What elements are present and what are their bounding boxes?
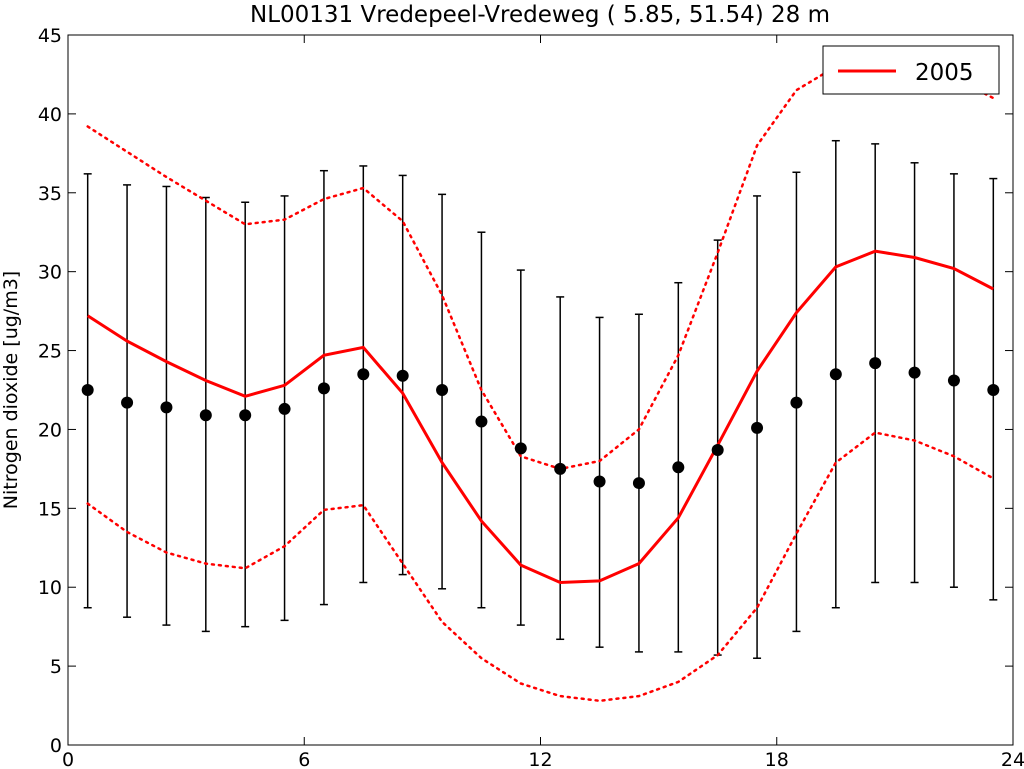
mean-point [199, 409, 212, 422]
mean-point [514, 442, 527, 455]
y-tick-label: 30 [38, 262, 62, 284]
x-tick-label: 0 [62, 749, 74, 769]
y-tick-label: 15 [38, 498, 62, 520]
upper-bound-dotted-line [86, 54, 995, 471]
plot-area-frame [67, 34, 1014, 746]
x-tick-label: 24 [1001, 749, 1024, 769]
mean-point [278, 402, 291, 415]
mean-point [947, 374, 960, 387]
mean-point [357, 368, 370, 381]
y-tick-label: 35 [38, 183, 62, 205]
y-tick-label: 25 [38, 341, 62, 363]
mean-point [632, 477, 645, 490]
chart-title: NL00131 Vredepeel-Vredeweg ( 5.85, 51.54… [250, 2, 830, 28]
mean-point [436, 384, 449, 396]
mean-point [711, 443, 724, 456]
x-tick-label: 6 [298, 749, 310, 769]
mean-point [396, 369, 409, 382]
mean-point [81, 384, 94, 396]
lower-bound-dotted-line [86, 431, 995, 703]
mean-point [554, 462, 567, 475]
mean-point [121, 396, 134, 409]
mean-point [751, 421, 764, 434]
mean-point [475, 415, 488, 428]
mean-point [593, 475, 606, 488]
mean-point [790, 396, 803, 409]
series-line-2005 [86, 249, 994, 585]
mean-point [869, 357, 882, 370]
mean-point [239, 409, 252, 422]
y-tick-label: 45 [38, 25, 62, 47]
mean-point [672, 461, 685, 474]
mean-point [829, 368, 842, 381]
mean-point [160, 401, 173, 414]
axis-ticks: 0 6 12 18 24 0 5 10 15 20 25 30 35 40 45 [38, 25, 1024, 769]
mean-point [987, 384, 1000, 396]
plot-area [81, 54, 1000, 703]
mean-point [317, 382, 330, 395]
y-tick-label: 0 [50, 735, 62, 757]
legend: 2005 [822, 45, 1000, 95]
mean-point [908, 366, 921, 379]
x-tick-label: 18 [765, 749, 789, 769]
y-tick-label: 20 [38, 419, 62, 441]
y-tick-label: 10 [38, 577, 62, 599]
y-tick-label: 40 [38, 104, 62, 126]
y-tick-label: 5 [50, 656, 62, 678]
x-tick-label: 12 [528, 749, 552, 769]
y-axis-label: Nitrogen dioxide [ug/m3] [0, 271, 22, 509]
legend-label: 2005 [915, 60, 974, 86]
